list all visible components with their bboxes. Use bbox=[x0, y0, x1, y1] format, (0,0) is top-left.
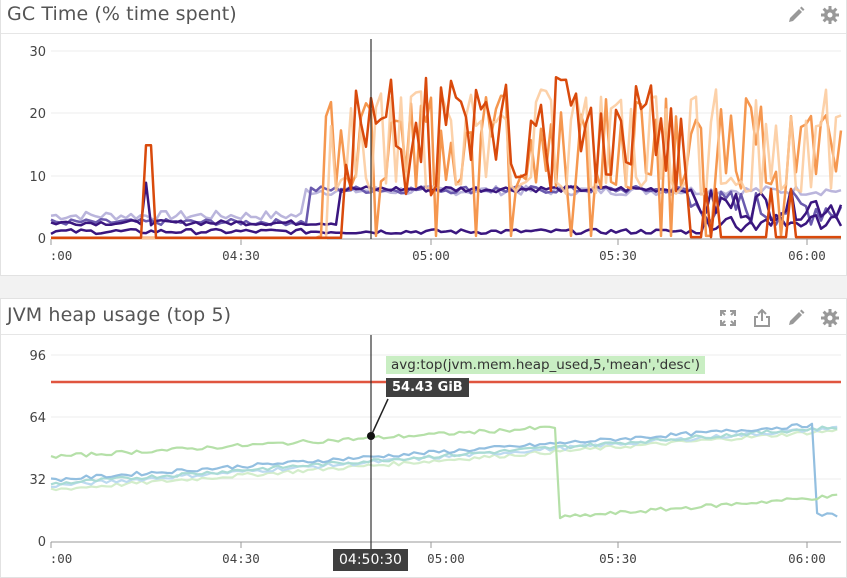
expand-icon[interactable] bbox=[718, 308, 738, 328]
time-badge: 04:50:30 bbox=[333, 549, 408, 571]
gc-time-chart[interactable]: 30 20 10 0 :00 04:30 05:00 05:30 06:00 bbox=[1, 34, 847, 278]
series-line bbox=[50, 428, 838, 492]
svg-text:20: 20 bbox=[29, 107, 46, 122]
svg-text:0: 0 bbox=[38, 535, 46, 550]
series-line bbox=[51, 75, 841, 240]
svg-text:30: 30 bbox=[29, 45, 46, 60]
svg-text::00: :00 bbox=[50, 551, 73, 566]
panel-toolbar bbox=[718, 308, 840, 328]
svg-text:05:00: 05:00 bbox=[412, 248, 450, 263]
pencil-icon[interactable] bbox=[786, 308, 806, 328]
svg-text:10: 10 bbox=[29, 170, 46, 185]
series-line bbox=[50, 181, 843, 227]
svg-text:05:30: 05:30 bbox=[599, 248, 637, 263]
series-line bbox=[50, 425, 838, 520]
hover-point bbox=[367, 432, 375, 440]
title-divider bbox=[1, 33, 846, 34]
series-line bbox=[50, 425, 838, 486]
tooltip-pointer bbox=[370, 398, 389, 437]
share-icon[interactable] bbox=[752, 308, 772, 328]
svg-text:0: 0 bbox=[38, 232, 46, 247]
svg-text:04:30: 04:30 bbox=[222, 551, 260, 566]
jvm-heap-panel: JVM heap usage (top 5) 96 64 32 0 bbox=[0, 298, 847, 578]
svg-text:32: 32 bbox=[29, 473, 46, 488]
gc-time-panel: GC Time (% time spent) 30 20 10 0 :00 04… bbox=[0, 0, 847, 276]
svg-text:05:30: 05:30 bbox=[599, 551, 637, 566]
series-query-tooltip: avg:top(jvm.mem.heap_used,5,'mean','desc… bbox=[386, 356, 705, 374]
svg-text:04:30: 04:30 bbox=[222, 248, 260, 263]
panel-toolbar bbox=[786, 5, 840, 25]
y-axis: 30 20 10 0 bbox=[29, 45, 46, 247]
value-badge: 54.43 GiB bbox=[386, 378, 469, 397]
svg-text:06:00: 06:00 bbox=[788, 248, 826, 263]
x-axis: :00 04:30 05:00 05:30 06:00 bbox=[50, 551, 826, 566]
title-divider bbox=[1, 334, 846, 335]
svg-text::00: :00 bbox=[50, 248, 73, 263]
svg-text:05:00: 05:00 bbox=[427, 551, 465, 566]
series-line bbox=[50, 184, 843, 227]
gear-icon[interactable] bbox=[820, 308, 840, 328]
svg-text:96: 96 bbox=[29, 349, 46, 364]
pencil-icon[interactable] bbox=[786, 5, 806, 25]
x-axis: :00 04:30 05:00 05:30 06:00 bbox=[50, 248, 826, 263]
panel-title: GC Time (% time spent) bbox=[7, 3, 237, 25]
svg-text:64: 64 bbox=[29, 411, 46, 426]
gear-icon[interactable] bbox=[820, 5, 840, 25]
panel-title: JVM heap usage (top 5) bbox=[7, 304, 232, 326]
svg-text:06:00: 06:00 bbox=[788, 551, 826, 566]
y-axis: 96 64 32 0 bbox=[29, 349, 46, 550]
series-line bbox=[50, 422, 838, 518]
